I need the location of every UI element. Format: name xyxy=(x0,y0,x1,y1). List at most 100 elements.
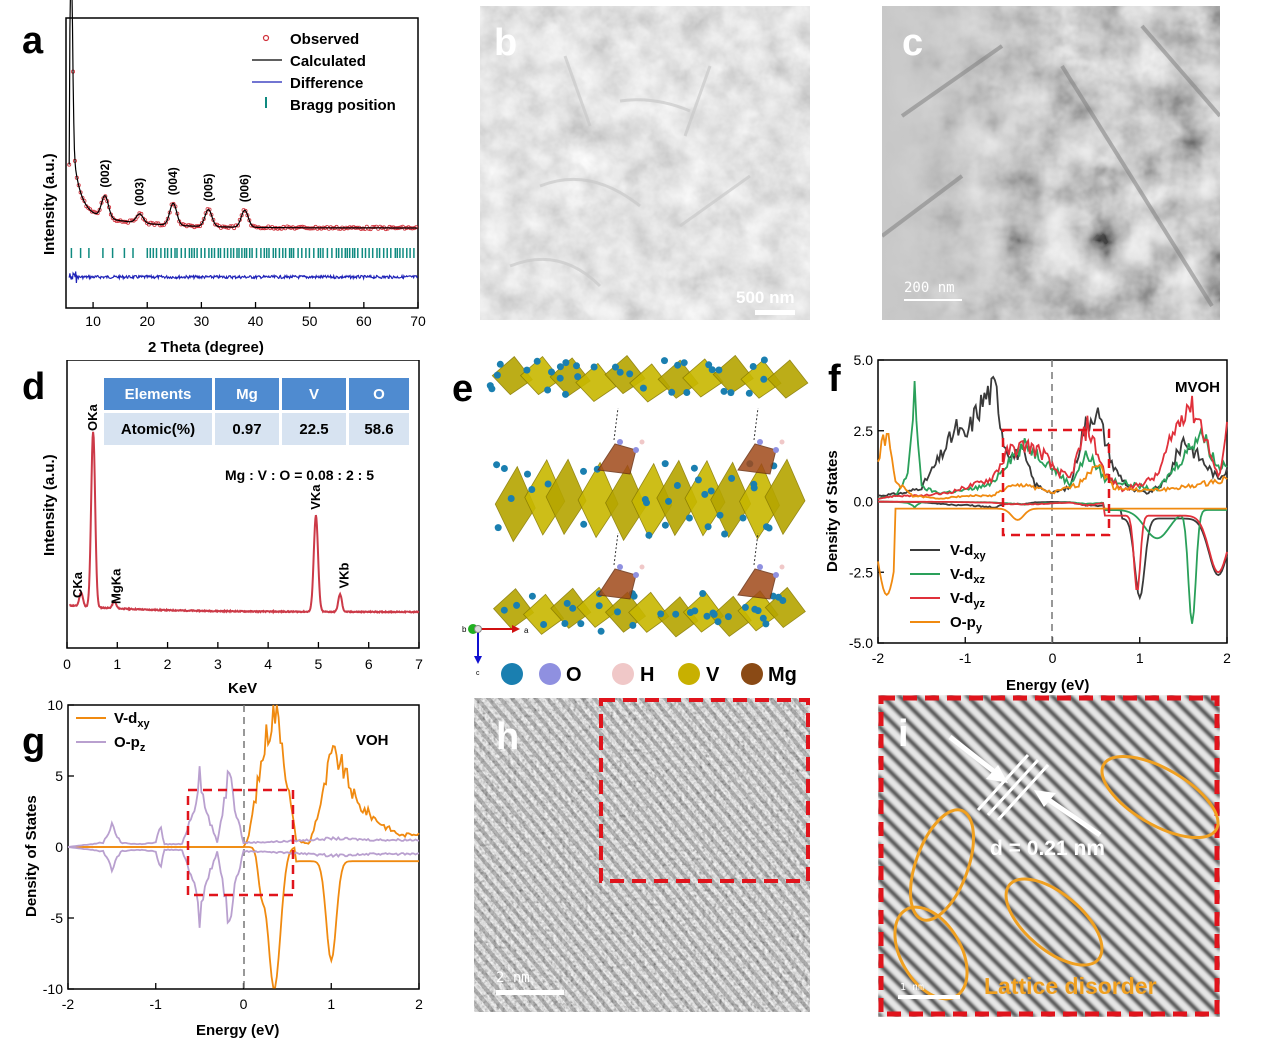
o-atom xyxy=(672,610,680,618)
legend-observed-marker xyxy=(262,34,270,42)
disorder-ellipse xyxy=(909,808,975,922)
o-atom xyxy=(661,460,669,468)
f-ylabel: Density of States xyxy=(824,450,841,572)
y-tick-label: 10 xyxy=(47,697,63,713)
o-atom xyxy=(709,609,717,617)
x-tick-label: 0 xyxy=(1049,650,1057,666)
legend-vdyz: V-dyz xyxy=(950,590,985,610)
peak-label: VKb xyxy=(337,562,352,588)
observed-point xyxy=(160,223,165,228)
tem-texture xyxy=(882,6,1220,320)
dos-curve-down xyxy=(67,846,420,928)
panel-label-d: d xyxy=(22,366,46,408)
o-atom xyxy=(595,602,603,610)
o-atom xyxy=(629,621,637,629)
o-atom xyxy=(749,363,757,370)
panel-label-i: i xyxy=(898,713,909,755)
o-atom xyxy=(699,590,707,597)
observed-point xyxy=(90,209,95,214)
table-cell: 0.97 xyxy=(215,413,279,445)
h-atom xyxy=(639,439,645,445)
hrtem-texture xyxy=(474,698,810,1012)
y-tick-label: -10 xyxy=(43,981,63,997)
peak-label: OKa xyxy=(85,404,100,432)
x-tick-label: 10 xyxy=(85,313,101,329)
sem-texture xyxy=(480,6,810,320)
o-atom xyxy=(597,627,605,635)
observed-point xyxy=(262,226,267,231)
o-atom xyxy=(528,486,536,493)
legend-opy: O-py xyxy=(950,614,983,634)
o-atom xyxy=(544,386,552,394)
o-atom xyxy=(773,447,779,453)
x-tick-label: 50 xyxy=(302,313,318,329)
axis-a-label: a xyxy=(524,626,529,635)
peak-label: (002) xyxy=(98,160,112,188)
panel-g: g -2 -1 0 1 2 10 5 0 -5 -10 VOH Density of States… xyxy=(0,695,430,1061)
o-atom xyxy=(548,368,555,376)
legend-calculated: Calculated xyxy=(290,53,366,70)
tem-image: c 200 nm xyxy=(882,6,1220,320)
x-tick-label: 0 xyxy=(63,656,71,672)
ifft-image: i d = 0.21 nm Lattice disorder 1 nm xyxy=(878,695,1220,1017)
legend-bragg: Bragg position xyxy=(290,97,396,114)
x-tick-label: 30 xyxy=(194,313,210,329)
observed-point xyxy=(88,207,93,212)
observed-point xyxy=(199,221,204,226)
o-atom xyxy=(759,614,767,622)
x-tick-label: -1 xyxy=(959,650,972,666)
peak-label: (004) xyxy=(166,167,180,195)
dos-curve-down xyxy=(878,500,1228,590)
arrow-left-head xyxy=(986,765,1008,783)
sem-image: b 500 nm xyxy=(480,6,810,320)
arrow-right xyxy=(1044,795,1102,838)
f-xlabel: Energy (eV) xyxy=(1006,677,1089,694)
x-tick-label: 1 xyxy=(1136,650,1144,666)
peak-label: (003) xyxy=(133,178,147,206)
observed-point xyxy=(143,218,148,223)
x-tick-label: 7 xyxy=(415,656,423,672)
mvoh-title: MVOH xyxy=(1175,379,1220,396)
legend-h: H xyxy=(640,664,654,686)
observed-point xyxy=(351,225,356,230)
x-tick-label: 70 xyxy=(410,313,426,329)
x-tick-label: -2 xyxy=(872,650,885,666)
edx-spectrum xyxy=(69,431,420,615)
o-atom xyxy=(715,366,723,374)
o-atom xyxy=(760,375,768,383)
voh-title: VOH xyxy=(356,732,389,749)
fringe-line xyxy=(996,763,1050,822)
observed-point xyxy=(300,224,305,229)
table-header: O xyxy=(349,378,409,410)
zoom-box xyxy=(599,698,810,883)
o-atom xyxy=(524,470,531,478)
mg-polyhedron xyxy=(737,568,777,600)
o-atom xyxy=(580,520,588,528)
o-atom xyxy=(513,601,521,609)
o-atom xyxy=(707,487,715,495)
o-atom xyxy=(724,613,732,621)
o-atom xyxy=(686,609,694,616)
o-atom xyxy=(683,389,691,396)
observed-point xyxy=(307,226,312,231)
x-tick-label: -2 xyxy=(62,996,75,1012)
o-atom xyxy=(750,484,758,492)
o-atom xyxy=(493,371,501,379)
o-atom xyxy=(507,495,515,502)
table-cell: Atomic(%) xyxy=(104,413,212,445)
o-atom xyxy=(617,439,623,445)
tem-scale-label: 200 nm xyxy=(904,280,955,296)
lattice-disorder-label: Lattice disorder xyxy=(984,973,1157,999)
legend-o-atom xyxy=(539,663,561,685)
mg-polyhedron xyxy=(597,443,637,475)
panel-label-a: a xyxy=(22,20,44,62)
o-atom xyxy=(668,388,676,396)
o-atom xyxy=(500,606,508,614)
legend-v-atom xyxy=(678,663,700,685)
observed-point xyxy=(370,225,375,230)
hrtem-image: h 2 nm xyxy=(474,698,810,1012)
o-atom xyxy=(563,599,571,607)
o-atom xyxy=(614,608,621,616)
o-atom xyxy=(573,362,580,370)
axis-b-label: b xyxy=(462,625,467,634)
